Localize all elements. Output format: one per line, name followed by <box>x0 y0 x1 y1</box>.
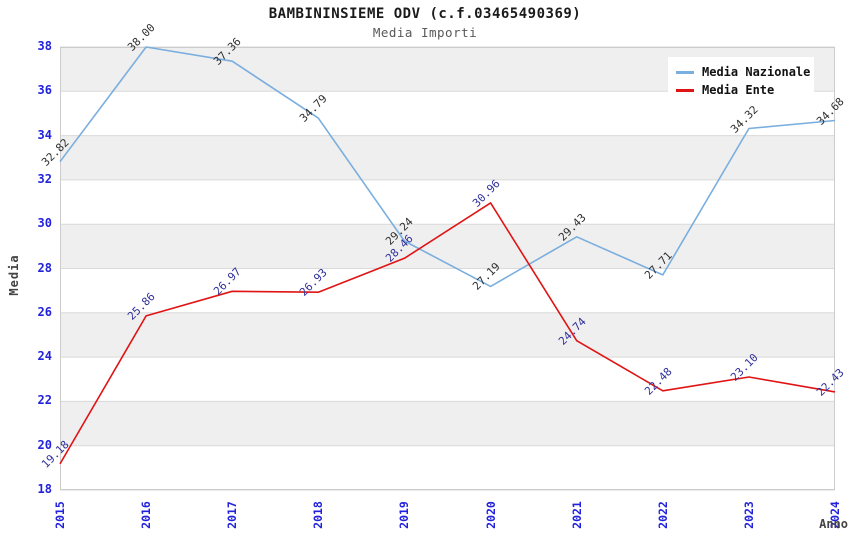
legend-item-nazionale: Media Nazionale <box>676 63 810 81</box>
legend: Media Nazionale Media Ente <box>668 57 814 105</box>
band <box>60 224 835 269</box>
y-tick-label: 34 <box>37 127 52 142</box>
chart-title: BAMBININSIEME ODV (c.f.03465490369) <box>268 6 582 22</box>
y-tick-label: 22 <box>37 393 52 408</box>
x-tick-label: 2015 <box>53 501 67 529</box>
band <box>60 401 835 446</box>
series-line <box>59 46 836 288</box>
band <box>60 135 835 180</box>
y-tick-label: 24 <box>37 349 52 364</box>
x-tick-label: 2018 <box>311 501 326 529</box>
x-tick-label: 2023 <box>741 501 756 529</box>
x-tick-label: 2021 <box>569 501 584 529</box>
x-tick-label: 2016 <box>139 501 154 529</box>
legend-item-ente: Media Ente <box>676 81 806 99</box>
x-axis-title: Anno <box>819 517 848 531</box>
y-axis-title: Media <box>7 254 21 296</box>
y-tick-label: 32 <box>37 171 52 186</box>
legend-line-swatch-ente <box>676 88 694 92</box>
chart-subtitle: Media Importi <box>372 25 478 40</box>
y-tick-label: 20 <box>37 437 52 452</box>
y-tick-label: 28 <box>37 260 52 275</box>
x-tick-label: 2020 <box>483 501 498 529</box>
legend-label-ente: Media Ente <box>702 83 775 97</box>
x-tick-label: 2017 <box>225 501 240 529</box>
y-tick-label: 18 <box>37 482 52 496</box>
legend-line-swatch-nazionale <box>676 70 694 74</box>
legend-label-nazionale: Media Nazionale <box>702 65 811 79</box>
plot-area: 32.82 38.00 37.36 34.79 29.24 27.19 29.43 27.71… <box>39 21 847 491</box>
y-tick-label: 38 <box>37 39 52 53</box>
x-tick-label: 2019 <box>397 501 412 529</box>
x-tick-label: 2022 <box>655 501 670 529</box>
y-tick-label: 36 <box>37 83 52 98</box>
band <box>60 312 835 358</box>
y-tick-label: 26 <box>37 304 52 319</box>
series-line <box>59 202 836 465</box>
y-tick-label: 30 <box>37 216 52 231</box>
